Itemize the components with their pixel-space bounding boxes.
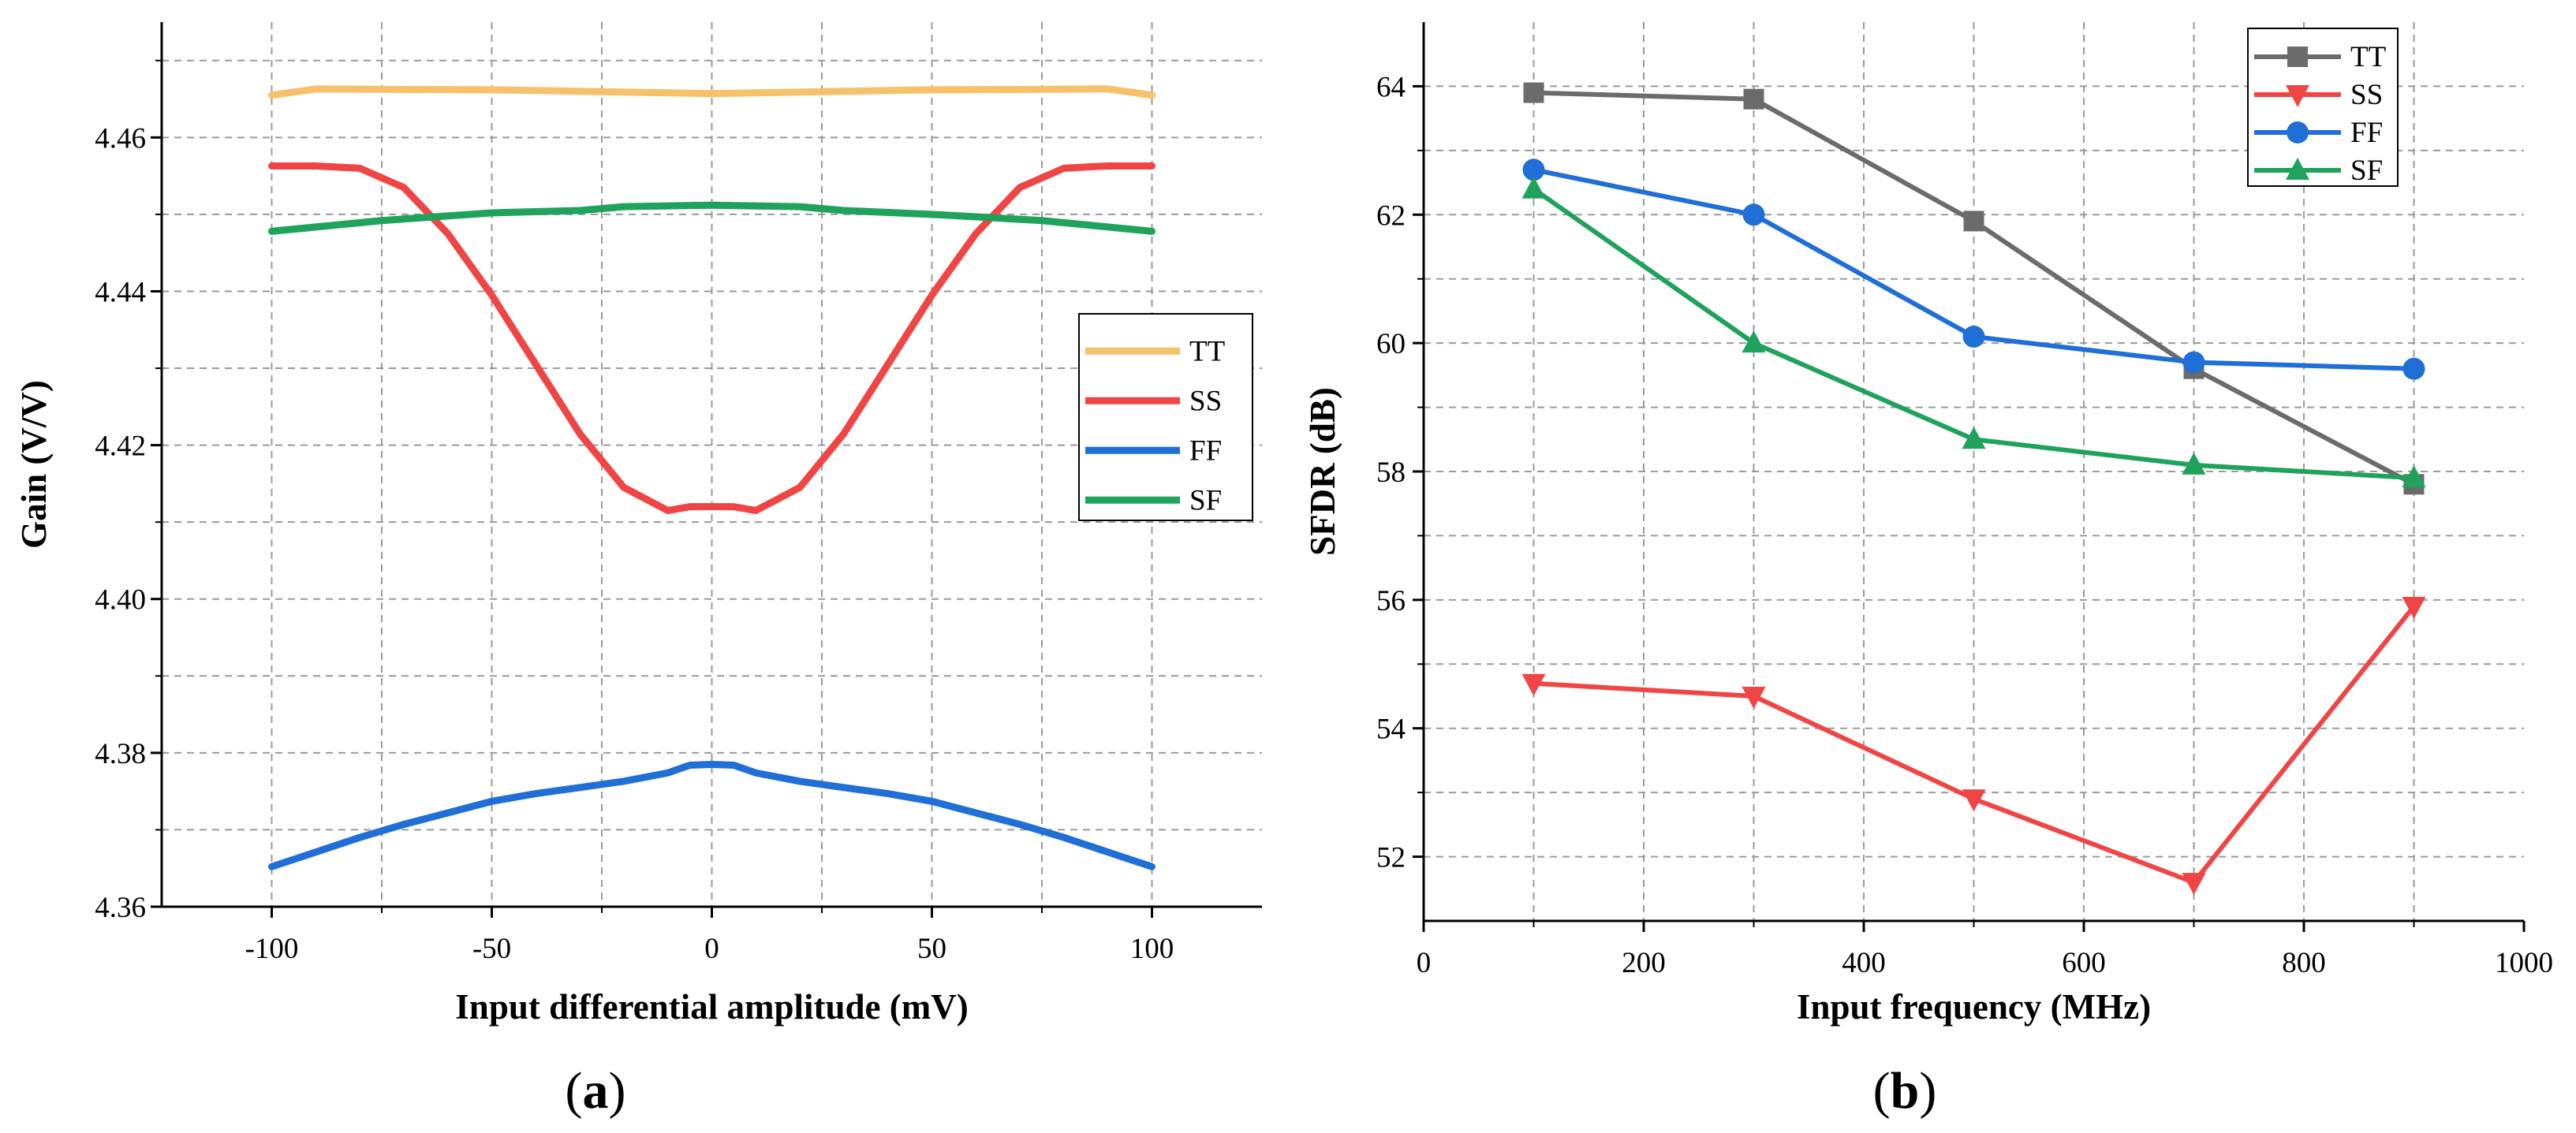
y-tick-label: 62 — [1376, 199, 1406, 232]
x-axis-title: Input differential amplitude (mV) — [455, 987, 968, 1027]
y-tick-label: 64 — [1376, 71, 1406, 103]
x-tick-label: 200 — [1622, 947, 1666, 979]
y-tick-label: 4.36 — [95, 892, 146, 924]
legend-marker-ss — [2286, 85, 2309, 107]
series-line-tt — [268, 85, 1155, 99]
y-tick-label: 4.38 — [95, 738, 146, 770]
legend-label-ff: FF — [1189, 434, 1222, 467]
data-point-tt — [1743, 88, 1764, 110]
data-point-ff — [1742, 203, 1765, 226]
y-tick-label: 58 — [1376, 457, 1406, 489]
x-tick-label: 400 — [1842, 947, 1886, 979]
legend: TT SS FF SF — [2247, 28, 2399, 187]
y-tick-label: 56 — [1376, 585, 1406, 617]
legend-label-sf: SF — [2350, 155, 2383, 187]
legend-marker-ff — [2287, 121, 2309, 143]
x-tick-label: 1000 — [2495, 947, 2553, 979]
data-point-sf — [1742, 330, 1766, 353]
legend-marker-tt — [2287, 47, 2308, 67]
data-point-ss — [2402, 597, 2426, 619]
data-point-ff — [2402, 357, 2425, 380]
legend: TT SS FF SF — [1078, 313, 1253, 521]
data-point-ff — [1962, 326, 1985, 348]
x-axis-title: Input frequency (MHz) — [1797, 987, 2151, 1027]
legend-label-sf: SF — [1189, 484, 1222, 516]
y-tick-label: 60 — [1376, 328, 1406, 360]
data-point-tt — [1963, 211, 1984, 232]
data-point-sf — [2182, 452, 2206, 475]
x-tick-label: -100 — [245, 933, 299, 965]
x-tick-label: 100 — [1130, 933, 1174, 965]
legend-label-ss: SS — [1189, 385, 1222, 417]
legend-marker-sf — [2286, 158, 2309, 180]
x-tick-label: 600 — [2062, 947, 2106, 979]
legend-label-ff: FF — [2350, 117, 2383, 149]
y-axis-title: Gain (V/V) — [14, 380, 54, 549]
x-tick-label: 800 — [2282, 947, 2326, 979]
x-tick-label: 0 — [704, 933, 719, 965]
legend-label-tt: TT — [1189, 335, 1225, 367]
y-tick-label: 4.44 — [95, 276, 146, 308]
legend-box — [1078, 313, 1253, 521]
y-tick-label: 4.40 — [95, 584, 146, 617]
data-point-ff — [2182, 351, 2205, 374]
series-line-sf — [268, 201, 1155, 235]
y-tick-label: 52 — [1376, 842, 1406, 874]
data-point-sf — [1962, 427, 1986, 449]
x-tick-label: 50 — [917, 933, 946, 965]
data-point-sf — [2402, 465, 2426, 488]
x-tick-label: -50 — [472, 933, 511, 965]
data-point-ss — [1742, 687, 1766, 709]
panel-label: (b) — [1873, 1062, 1937, 1120]
chart-panel-b: 0 200 400 600 800 1000 52 54 56 58 60 62 64 Input fre… — [1303, 22, 2553, 1120]
y-tick-label: 4.46 — [95, 122, 146, 155]
data-point-ff — [1522, 158, 1545, 181]
chart-panel-a: -100 -50 0 50 100 4.36 4.38 4.40 4.42 4.44 4.46 Inp… — [14, 22, 1262, 1120]
y-axis-title: SFDR (dB) — [1303, 387, 1342, 556]
data-point-tt — [1523, 82, 1544, 103]
y-tick-label: 54 — [1376, 714, 1406, 746]
data-point-ss — [1962, 789, 1986, 812]
data-point-sf — [1521, 176, 1546, 199]
series-line-ff — [268, 761, 1155, 870]
legend-label-ss: SS — [2350, 79, 2383, 111]
y-tick-label: 4.42 — [95, 430, 146, 463]
data-point-ss — [2182, 873, 2206, 896]
panel-label: (a) — [566, 1062, 626, 1120]
legend-label-tt: TT — [2350, 41, 2386, 73]
x-tick-label: 0 — [1417, 947, 1432, 979]
data-point-ss — [1521, 673, 1546, 696]
